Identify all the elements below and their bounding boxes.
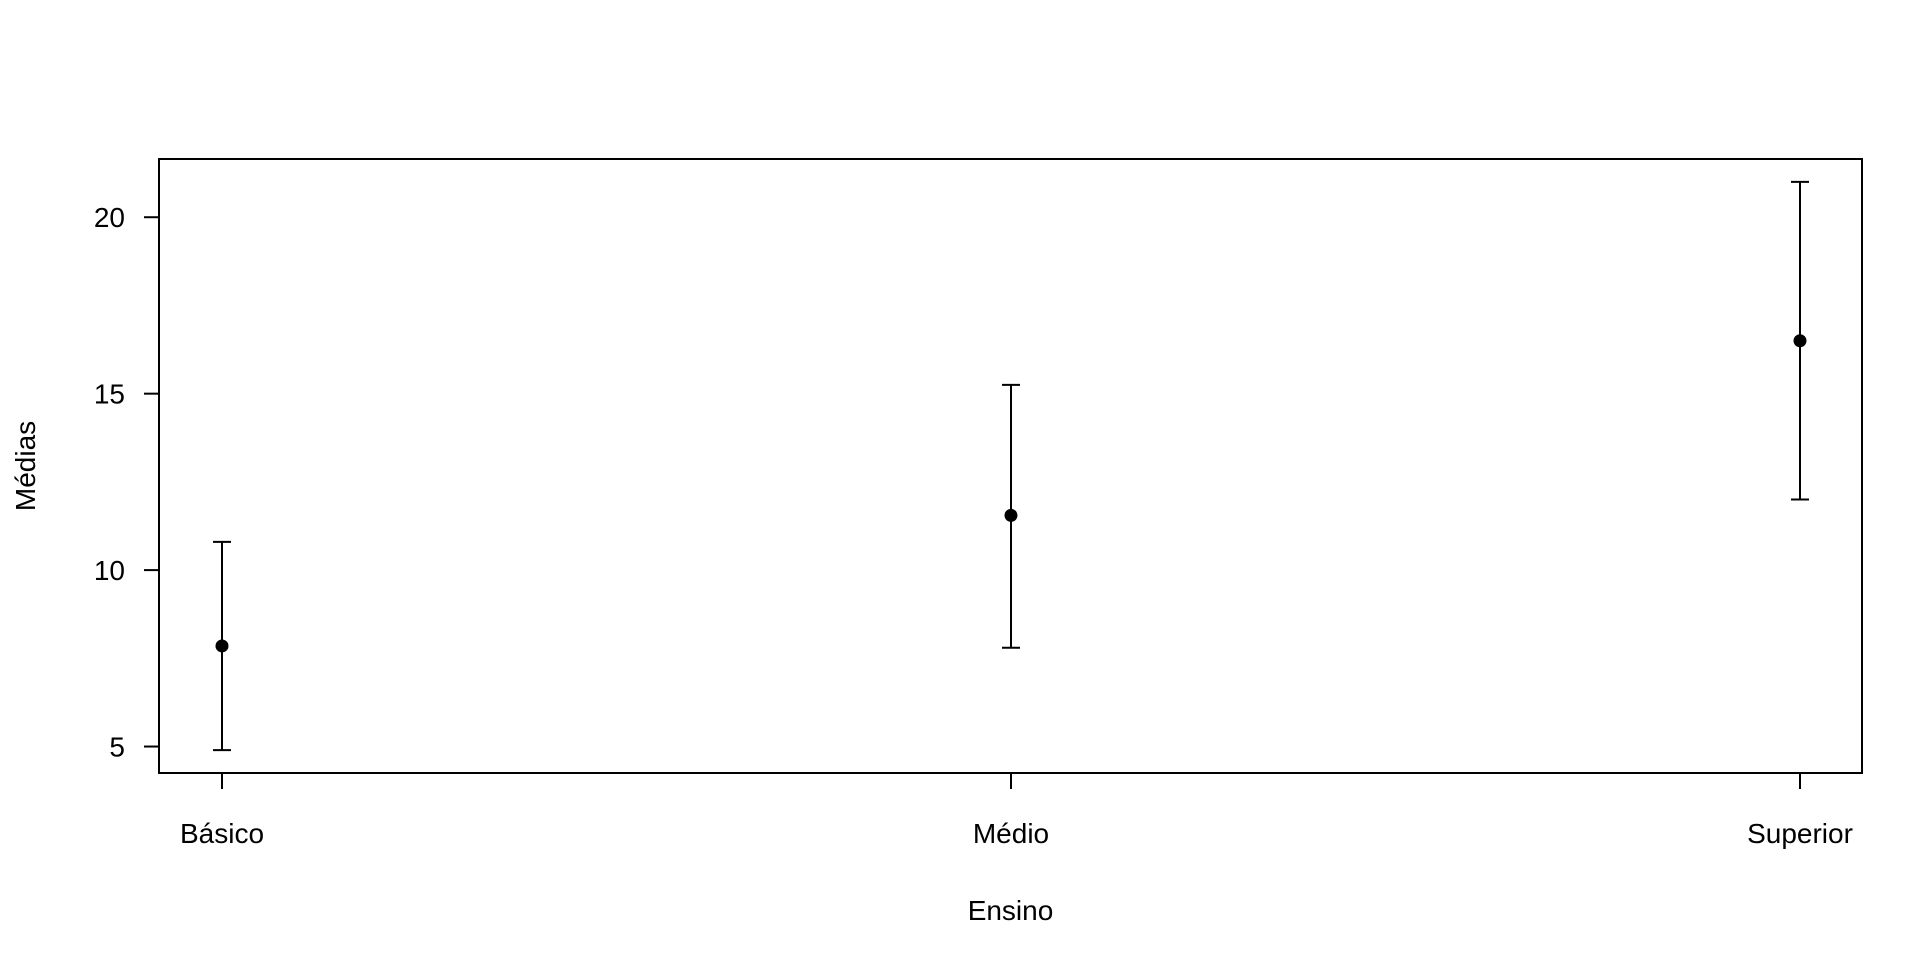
y-tick-label: 10 — [94, 555, 125, 586]
y-tick-label: 5 — [109, 732, 125, 763]
y-axis: 5 10 15 20 — [94, 202, 159, 763]
mean-point — [215, 639, 229, 653]
x-axis: Básico Médio Superior — [180, 773, 1853, 849]
x-tick-label: Superior — [1747, 818, 1853, 849]
mean-point — [1004, 508, 1018, 522]
y-tick-label: 20 — [94, 202, 125, 233]
x-tick-label: Básico — [180, 818, 264, 849]
x-axis-label: Ensino — [968, 895, 1054, 926]
x-tick-label: Médio — [973, 818, 1049, 849]
mean-point — [1793, 334, 1807, 348]
y-tick-label: 15 — [94, 379, 125, 410]
y-axis-label: Médias — [10, 421, 41, 511]
chart-marks — [213, 180, 1809, 752]
